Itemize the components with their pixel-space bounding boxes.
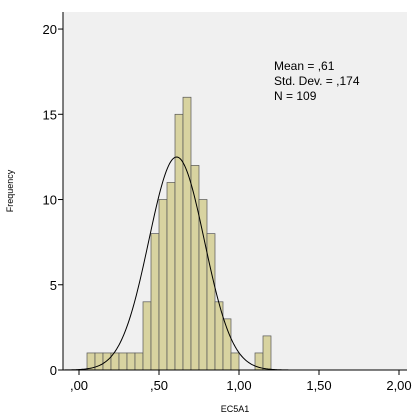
x-tick-label: 1,50 (306, 378, 331, 393)
x-tick-label: ,50 (150, 378, 168, 393)
y-tick-label: 10 (43, 193, 57, 208)
histogram-bar (190, 165, 200, 371)
histogram-bar (126, 352, 136, 371)
stat-n: N = 109 (274, 89, 317, 103)
stats-box: Mean = ,61 Std. Dev. = ,174 N = 109 (274, 59, 360, 103)
y-axis-title: Frequency (5, 169, 15, 212)
histogram-bar (94, 352, 104, 371)
histogram-bar (174, 113, 184, 371)
x-tick-label: 2,00 (386, 378, 411, 393)
plot-area (63, 12, 407, 370)
y-tick-label: 15 (43, 107, 57, 122)
histogram-bar (206, 233, 216, 371)
y-tick-label: 5 (50, 278, 57, 293)
stat-std-dev: Std. Dev. = ,174 (274, 74, 360, 88)
y-tick-label: 0 (50, 363, 57, 378)
x-tick-label: ,00 (70, 378, 88, 393)
histogram-bar (134, 352, 144, 371)
histogram-bar (182, 96, 192, 371)
histogram-bar (118, 352, 128, 371)
stat-mean: Mean = ,61 (274, 59, 335, 73)
histogram-bar (230, 352, 240, 371)
histogram-bar (150, 233, 160, 371)
x-axis-title: EC5A1 (221, 404, 250, 414)
x-axis-ticks: ,00 ,50 1,00 1,50 2,00 (70, 370, 412, 393)
histogram-bar (102, 352, 112, 371)
histogram-bar (142, 301, 152, 371)
histogram-bar (262, 335, 272, 371)
histogram-bars (86, 96, 272, 371)
histogram-bar (166, 182, 176, 371)
histogram-bar (158, 199, 168, 371)
y-tick-label: 20 (43, 22, 57, 37)
histogram-bar (222, 318, 232, 371)
y-axis-ticks: 0 5 10 15 20 (43, 22, 63, 378)
histogram-bar (198, 199, 208, 371)
x-tick-label: 1,00 (226, 378, 251, 393)
